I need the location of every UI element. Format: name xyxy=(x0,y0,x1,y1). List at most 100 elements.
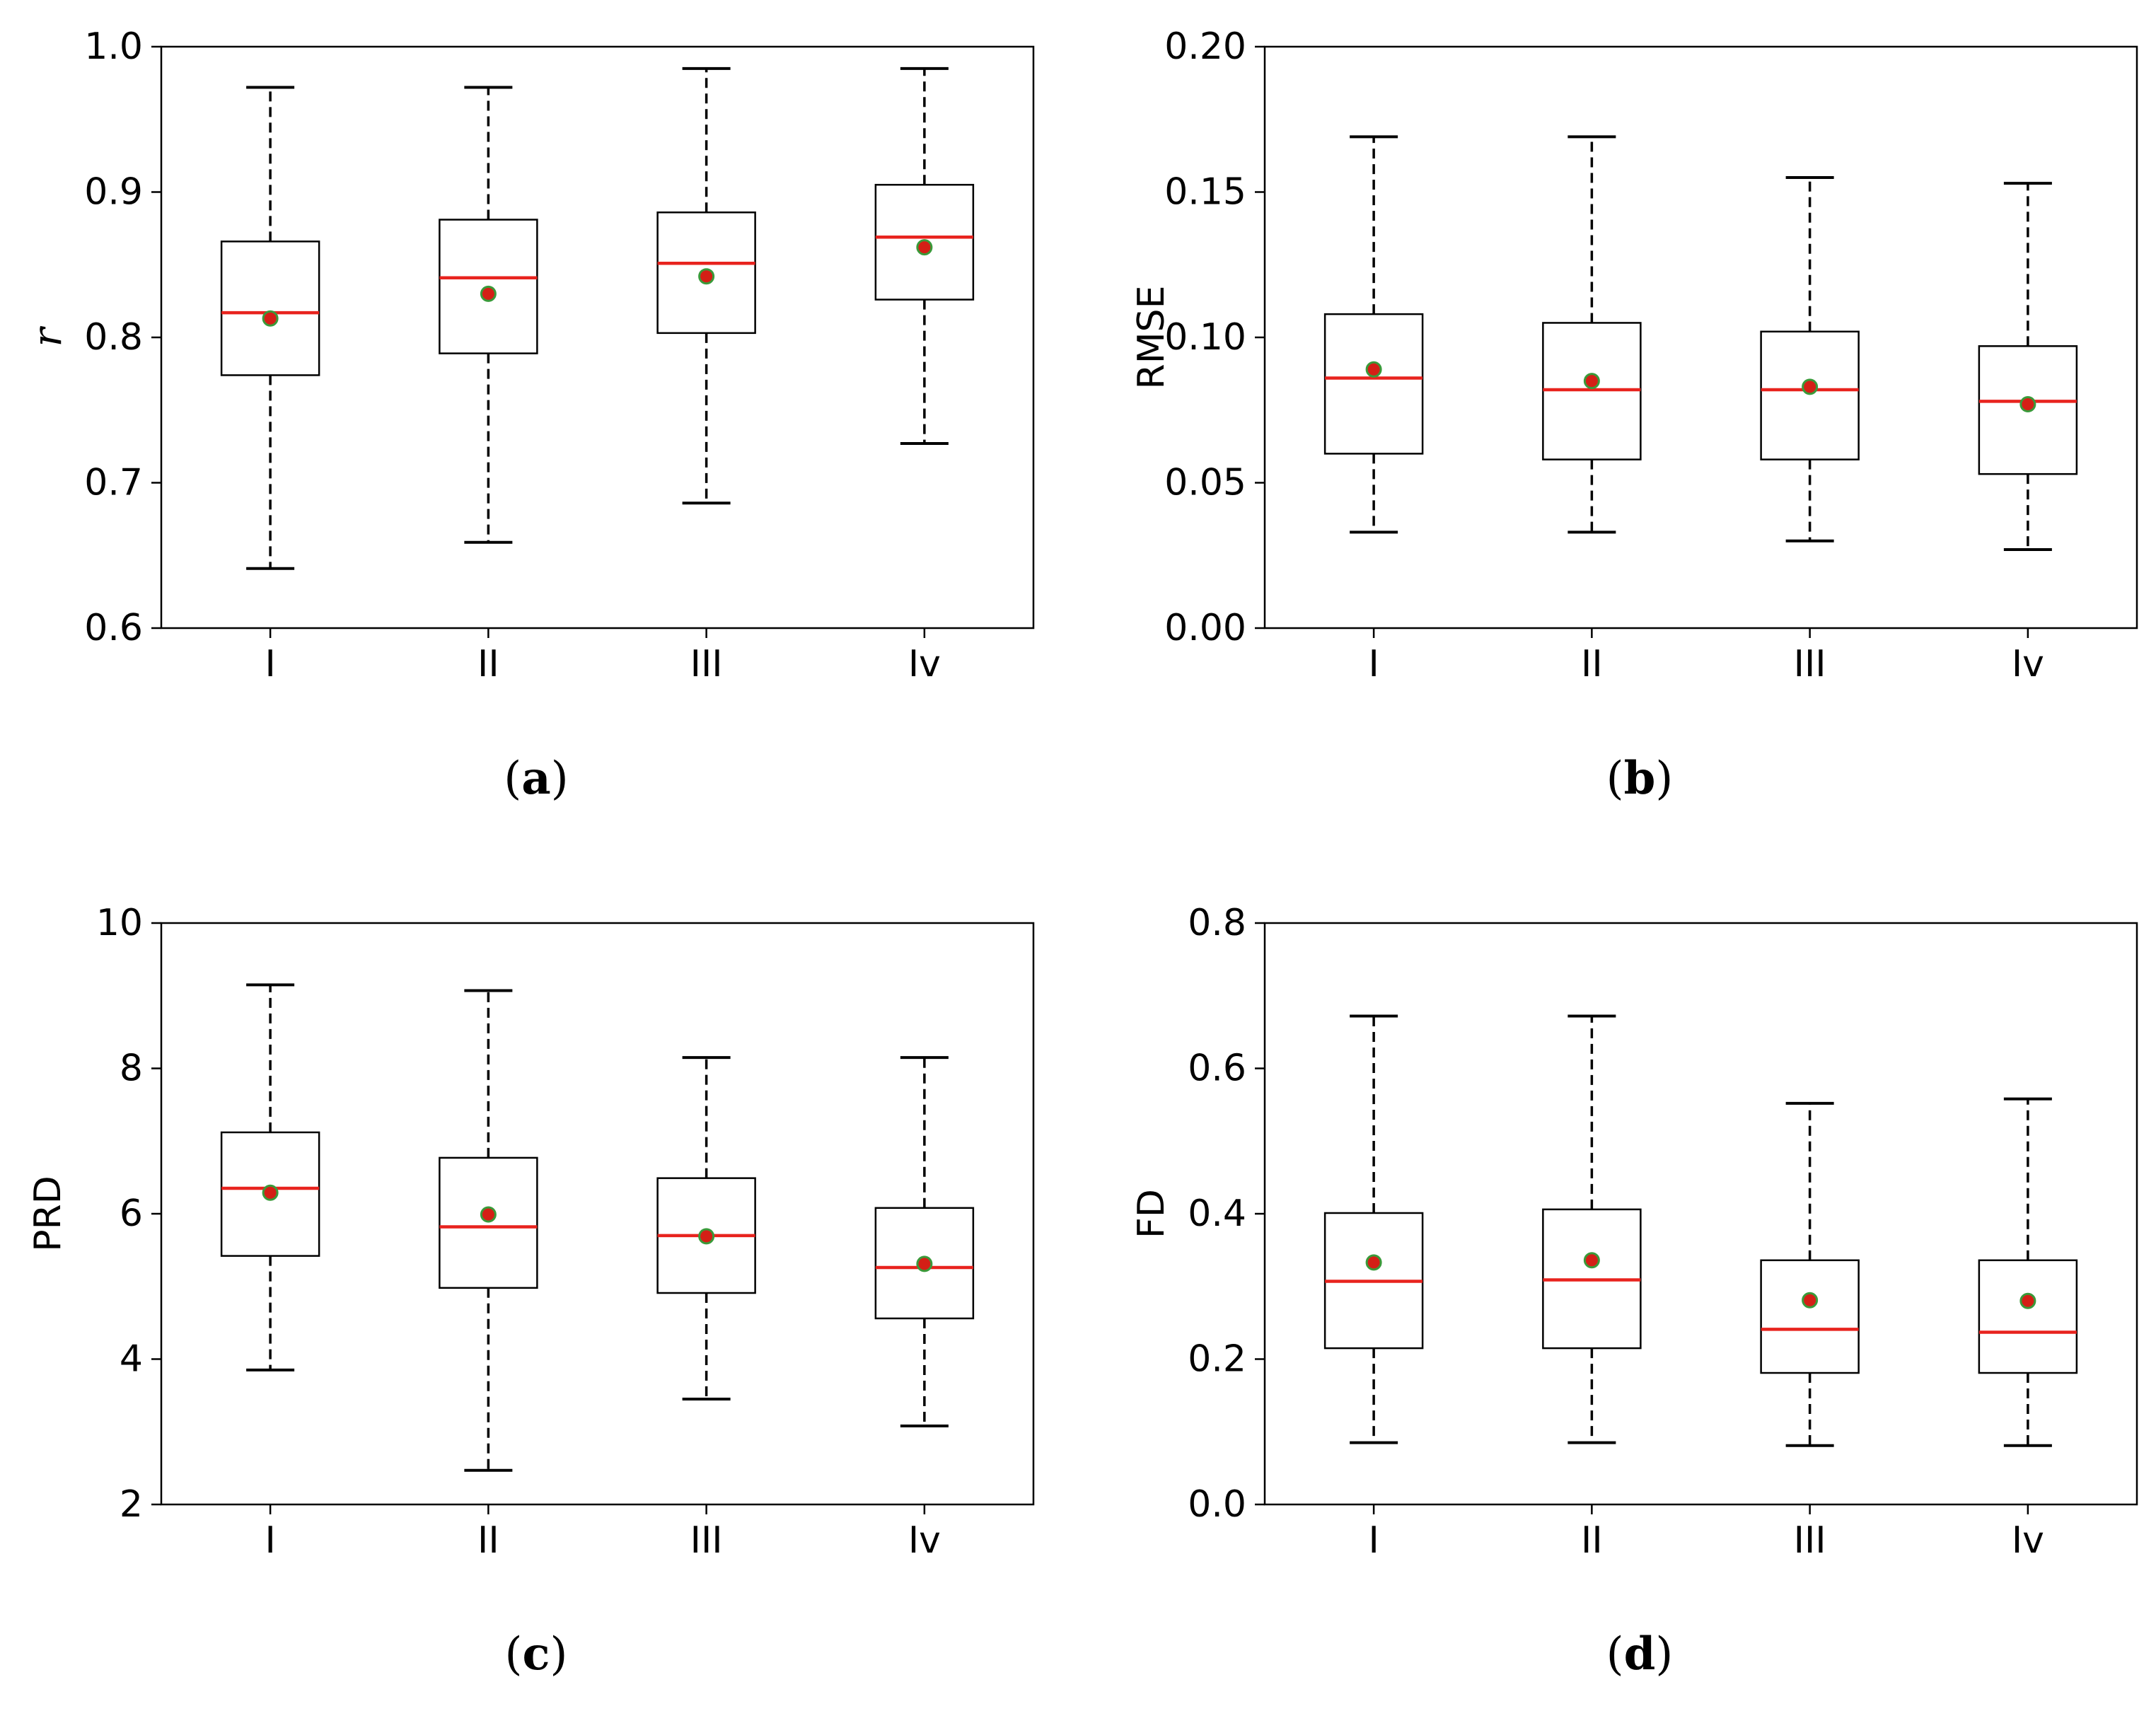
box-II xyxy=(1542,135,1642,534)
x-tick-label: I xyxy=(1368,1519,1379,1562)
caption-close-paren: ) xyxy=(1655,1628,1673,1681)
x-tick-label: II xyxy=(1581,1519,1603,1562)
y-tick-label: 0.6 xyxy=(84,607,143,649)
box-I xyxy=(1323,1014,1424,1444)
mean-marker xyxy=(698,1228,715,1245)
y-tick-label: 4 xyxy=(120,1338,143,1381)
caption-close-paren: ) xyxy=(550,1628,567,1681)
y-tick-label: 0.2 xyxy=(1188,1338,1246,1381)
caption-close-paren: ) xyxy=(1655,753,1673,805)
box-II xyxy=(1542,1014,1642,1444)
box-Iv xyxy=(874,1056,975,1428)
x-tick-label: III xyxy=(690,1519,723,1562)
y-tick-label: 0.05 xyxy=(1164,462,1246,504)
box-II xyxy=(439,86,538,544)
caption-open-paren: ( xyxy=(505,1628,523,1681)
box-Iv xyxy=(1978,182,2078,552)
panel-a: 0.60.70.80.91.0I II III Ivr(a) xyxy=(25,25,1035,805)
box-III xyxy=(656,1056,756,1401)
panel-caption: (d) xyxy=(1606,1628,1674,1681)
box-II xyxy=(439,989,538,1472)
caption-close-paren: ) xyxy=(551,753,569,805)
y-tick-label: 0.7 xyxy=(84,462,143,504)
y-tick-label: 0.00 xyxy=(1164,607,1246,649)
y-tick-label: 0.0 xyxy=(1188,1483,1246,1526)
iqr-box xyxy=(439,1156,538,1289)
y-tick-label: 2 xyxy=(120,1483,143,1526)
y-tick-label: 6 xyxy=(120,1193,143,1235)
caption-open-paren: ( xyxy=(504,753,521,805)
panel-caption: (a) xyxy=(504,752,568,805)
y-tick-label: 8 xyxy=(120,1048,143,1090)
mean-marker xyxy=(2019,1292,2036,1309)
mean-marker xyxy=(916,1255,933,1272)
y-tick-label: 0.8 xyxy=(1188,902,1246,944)
box-I xyxy=(220,983,320,1371)
y-tick-label: 0.20 xyxy=(1164,25,1246,68)
iqr-box xyxy=(1323,313,1424,455)
y-axis-label: RMSE xyxy=(1130,286,1173,390)
x-tick-label: II xyxy=(477,1519,499,1562)
mean-marker xyxy=(1365,1254,1382,1271)
mean-marker xyxy=(1802,378,1819,395)
mean-marker xyxy=(480,285,497,302)
y-tick-label: 0.9 xyxy=(84,171,143,214)
y-tick-label: 0.8 xyxy=(84,316,143,359)
x-tick-label: Iv xyxy=(2012,643,2044,685)
x-tick-label: I xyxy=(1368,643,1379,685)
y-tick-label: 0.15 xyxy=(1164,171,1246,214)
caption-letter: a xyxy=(521,752,550,805)
box-Iv xyxy=(1978,1097,2078,1447)
mean-marker xyxy=(1583,373,1600,390)
box-III xyxy=(656,66,756,505)
mean-marker xyxy=(262,310,279,327)
x-tick-label: III xyxy=(1794,643,1826,685)
box-III xyxy=(1760,175,1860,543)
iqr-box xyxy=(220,240,320,376)
y-axis-label: r xyxy=(25,325,71,347)
x-tick-label: I xyxy=(265,1519,275,1562)
caption-letter: d xyxy=(1624,1628,1656,1681)
x-tick-label: I xyxy=(265,643,275,685)
caption-open-paren: ( xyxy=(1606,1628,1624,1681)
x-tick-label: II xyxy=(1581,643,1603,685)
mean-marker xyxy=(262,1184,279,1201)
y-tick-label: 1.0 xyxy=(84,25,143,68)
y-tick-label: 0.6 xyxy=(1188,1048,1246,1090)
caption-open-paren: ( xyxy=(1606,753,1624,805)
mean-marker xyxy=(1583,1252,1600,1269)
mean-marker xyxy=(1365,361,1382,378)
x-tick-label: Iv xyxy=(2012,1519,2044,1562)
box-I xyxy=(220,86,320,570)
iqr-box xyxy=(1760,1259,1860,1374)
y-tick-label: 0.4 xyxy=(1188,1193,1246,1235)
y-tick-label: 0.10 xyxy=(1164,316,1246,359)
iqr-box xyxy=(1978,1259,2078,1374)
mean-marker xyxy=(2019,396,2036,413)
x-tick-label: III xyxy=(690,643,723,685)
box-Iv xyxy=(874,66,975,446)
x-tick-label: II xyxy=(477,643,499,685)
x-tick-label: Iv xyxy=(908,643,941,685)
y-axis-label: FD xyxy=(1130,1189,1173,1239)
y-tick-label: 10 xyxy=(96,902,143,944)
box-I xyxy=(1323,135,1424,534)
mean-marker xyxy=(698,268,715,285)
mean-marker xyxy=(480,1206,497,1223)
x-tick-label: III xyxy=(1794,1519,1826,1562)
mean-marker xyxy=(916,239,933,256)
caption-letter: b xyxy=(1624,752,1656,805)
panel-caption: (c) xyxy=(505,1628,568,1681)
x-tick-label: Iv xyxy=(908,1519,941,1562)
y-axis-label: PRD xyxy=(27,1176,69,1252)
box-III xyxy=(1760,1101,1860,1447)
panel-caption: (b) xyxy=(1606,752,1674,805)
iqr-box xyxy=(1760,330,1860,460)
caption-letter: c xyxy=(523,1628,550,1681)
mean-marker xyxy=(1802,1292,1819,1309)
